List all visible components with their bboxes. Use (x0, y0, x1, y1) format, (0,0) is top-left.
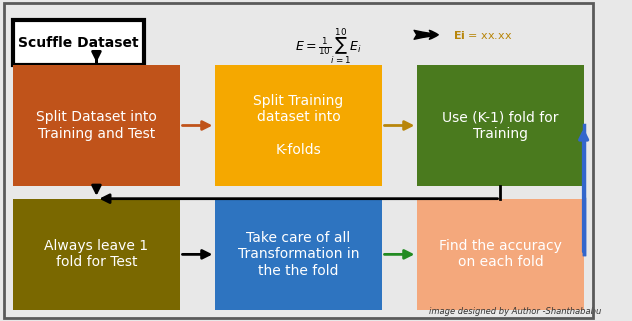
FancyBboxPatch shape (13, 65, 179, 186)
Text: $E = \frac{1}{10}\sum_{i=1}^{10}E_i$: $E = \frac{1}{10}\sum_{i=1}^{10}E_i$ (295, 27, 362, 67)
FancyBboxPatch shape (216, 65, 382, 186)
Text: Split Dataset into
Training and Test: Split Dataset into Training and Test (36, 110, 157, 141)
Text: image designed by Author -Shanthababu: image designed by Author -Shanthababu (429, 308, 602, 317)
FancyBboxPatch shape (216, 199, 382, 310)
FancyBboxPatch shape (13, 199, 179, 310)
FancyBboxPatch shape (417, 199, 583, 310)
Text: Split Training
dataset into

K-folds: Split Training dataset into K-folds (253, 94, 344, 157)
Text: Always leave 1
fold for Test: Always leave 1 fold for Test (44, 239, 149, 269)
FancyBboxPatch shape (417, 65, 583, 186)
Text: Scuffle Dataset: Scuffle Dataset (18, 36, 139, 50)
FancyBboxPatch shape (13, 21, 144, 65)
Text: $\mathbf{Ei}$ = xx.xx: $\mathbf{Ei}$ = xx.xx (453, 29, 512, 41)
Text: Find the accuracy
on each fold: Find the accuracy on each fold (439, 239, 562, 269)
Text: Take care of all
Transformation in
the the fold: Take care of all Transformation in the t… (238, 231, 359, 278)
Text: Use (K-1) fold for
Training: Use (K-1) fold for Training (442, 110, 559, 141)
